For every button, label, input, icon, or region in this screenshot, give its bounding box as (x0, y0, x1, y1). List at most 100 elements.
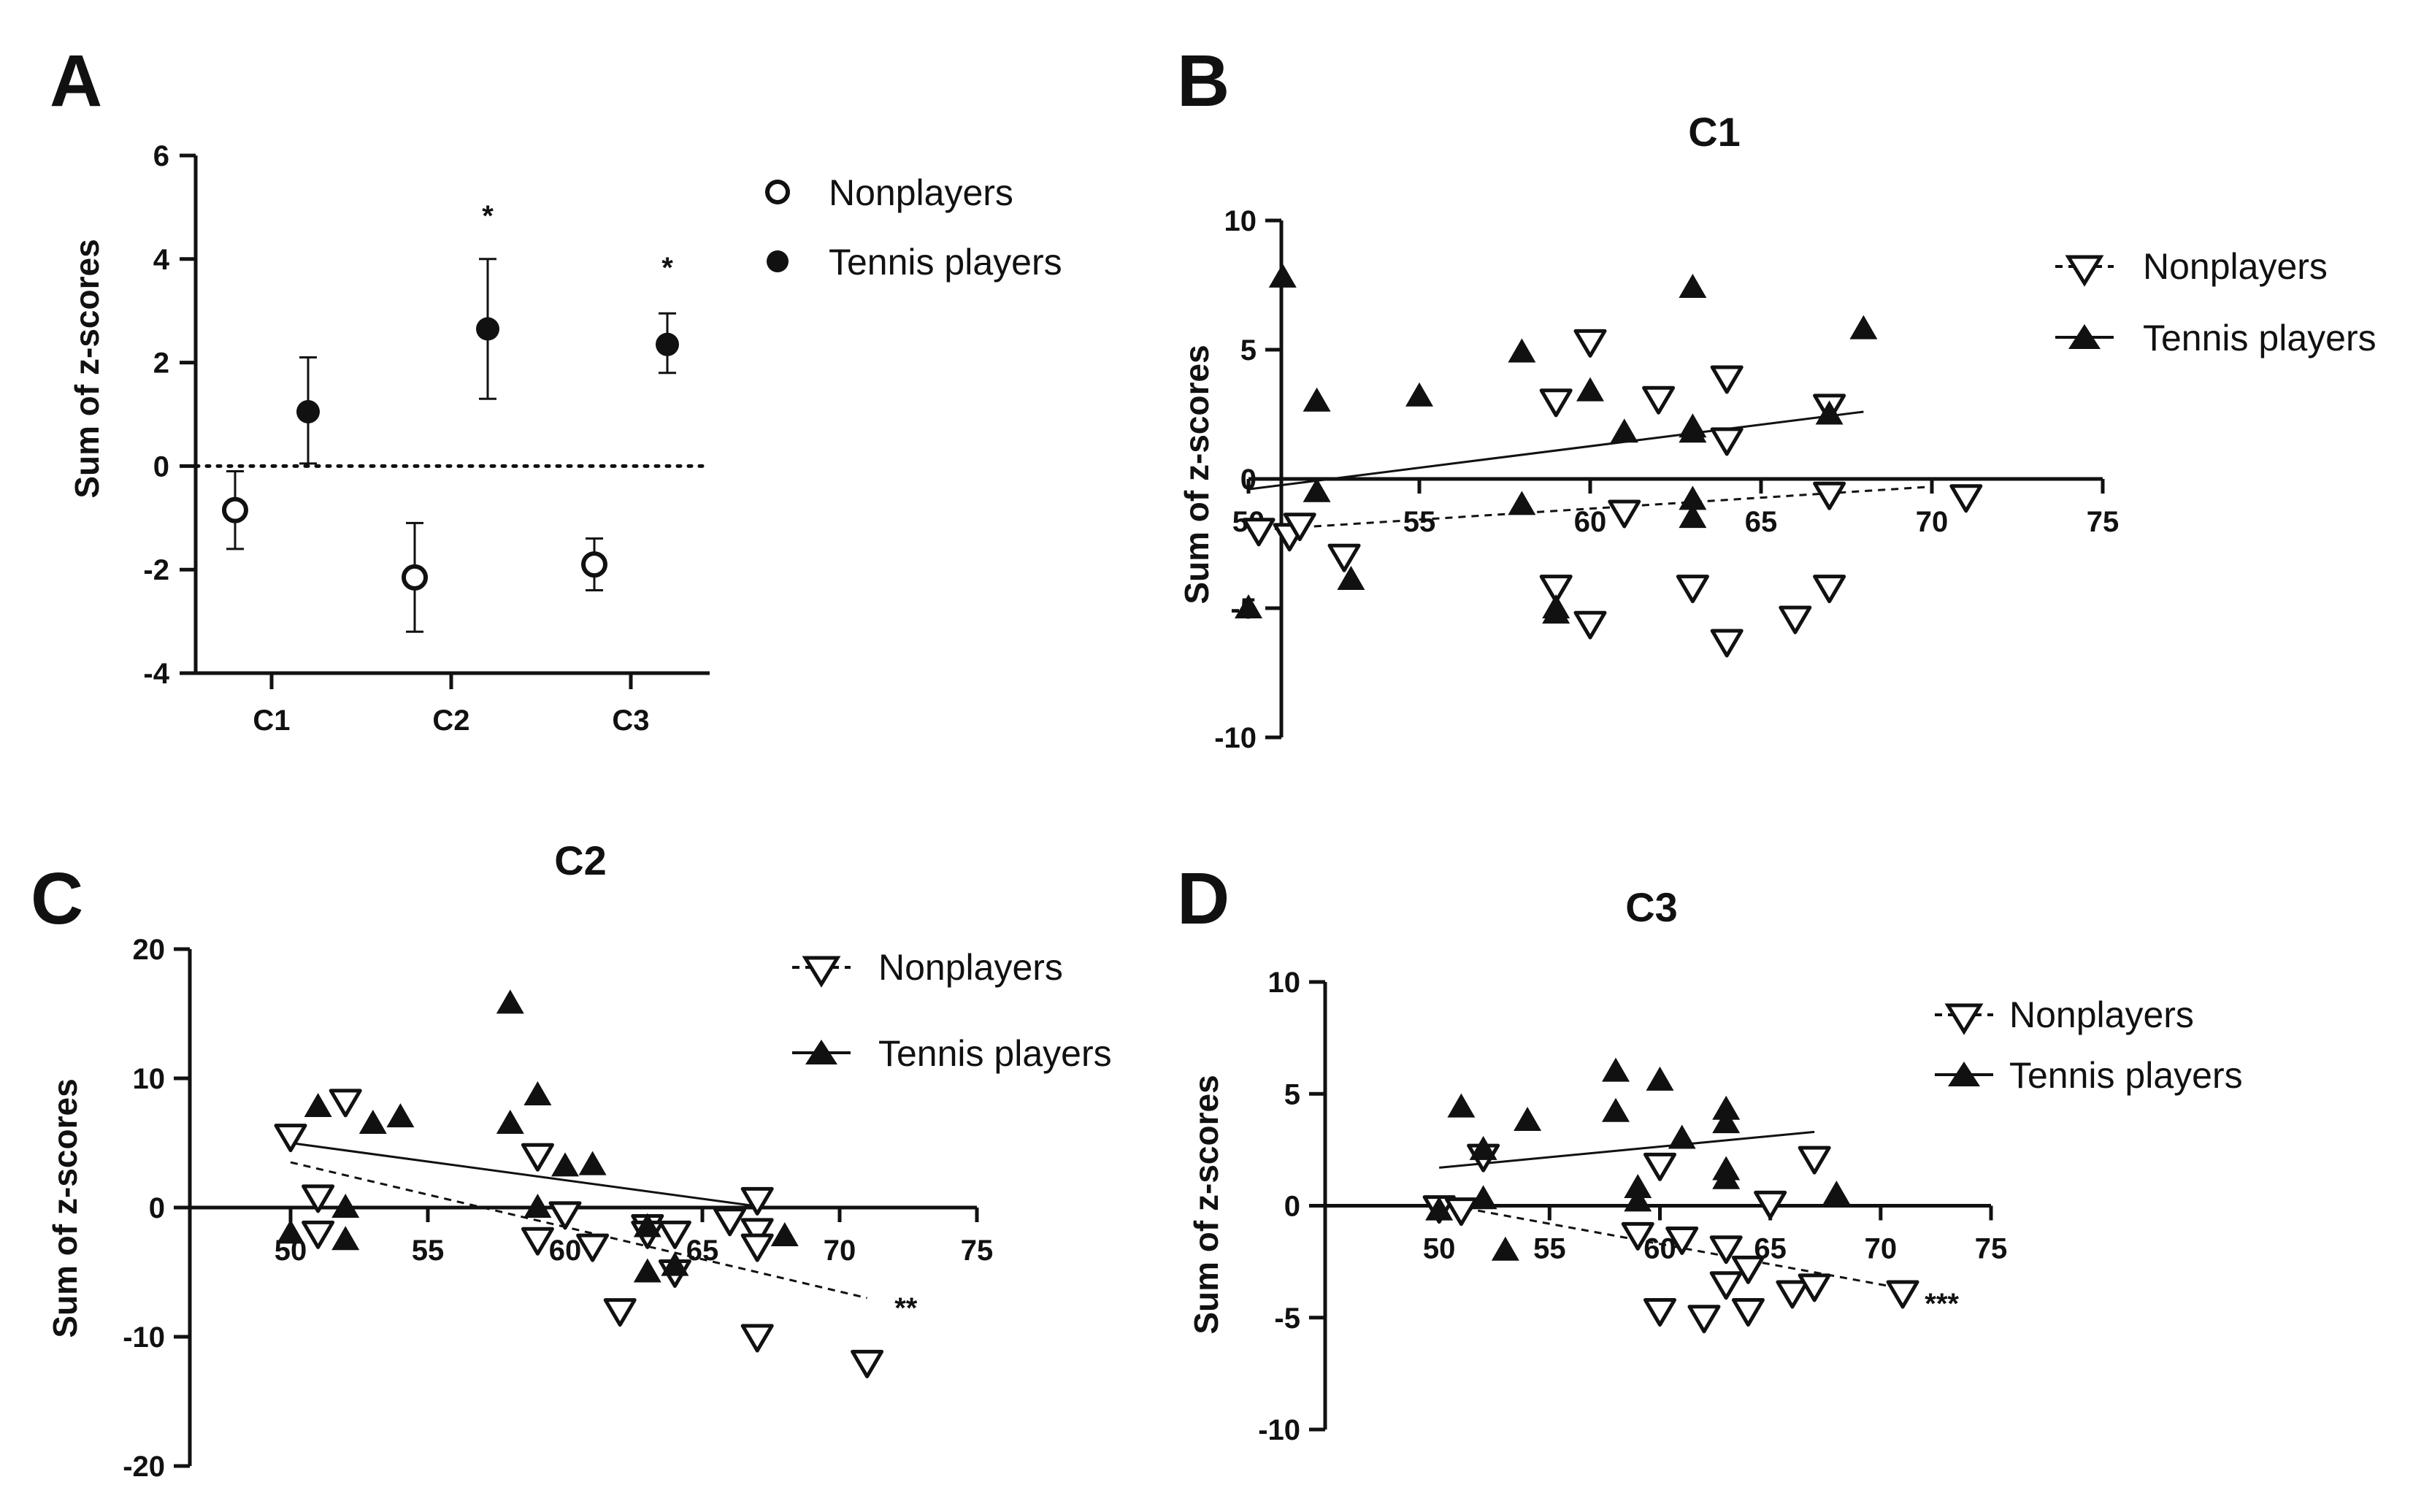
x-tick-label: 60 (1643, 1233, 1676, 1265)
panel-a-letter: A (50, 40, 102, 122)
panel-c-ylabel: Sum of z-scores (46, 1078, 84, 1338)
data-point-tennis (1425, 1196, 1454, 1221)
data-point-nonplayers (302, 1184, 335, 1213)
data-point-tennis (1624, 1187, 1652, 1212)
data-point-tennis (1447, 1093, 1476, 1118)
data-point-nonplayers (851, 1349, 884, 1378)
x-tick-label: 50 (1423, 1233, 1456, 1265)
x-tick-label: 75 (961, 1235, 994, 1267)
legend-open-triangle-icon (1944, 1003, 1984, 1035)
data-point-nonplayers (1573, 329, 1607, 358)
data-point-nonplayers (274, 1124, 307, 1153)
data-point-nonplayers (1642, 385, 1676, 415)
data-point-tennis (1303, 387, 1331, 412)
data-point-tennis (1679, 486, 1707, 510)
data-point-tennis (1679, 418, 1707, 443)
data-point-tennis (551, 1152, 579, 1177)
regression-line-tennis (290, 1142, 758, 1208)
legend-filled-circle-icon (767, 250, 789, 272)
panel-b-letter: B (1177, 40, 1230, 122)
data-point-nonplayers (1608, 499, 1641, 529)
panel-c-title: C2 (554, 837, 607, 883)
regression-line-tennis (1248, 410, 1864, 491)
data-point-tennis (1668, 1124, 1696, 1149)
mean-point-nonplayers (402, 564, 428, 591)
significance-star: * (482, 200, 494, 232)
panel-d-legend-tennis: Tennis players (2009, 1055, 2243, 1096)
y-tick-label: 10 (133, 1063, 166, 1095)
data-point-tennis (496, 989, 524, 1014)
data-point-nonplayers (1731, 1298, 1765, 1327)
data-point-nonplayers (1242, 518, 1276, 547)
data-point-tennis (1268, 263, 1297, 288)
data-point-tennis (1514, 1107, 1542, 1132)
y-tick-label: 10 (1268, 967, 1301, 999)
data-point-nonplayers (1539, 388, 1573, 418)
panel-c-letter: C (31, 858, 83, 940)
x-tick-label: 55 (412, 1235, 445, 1267)
data-point-nonplayers (521, 1227, 554, 1256)
y-tick-label: -10 (1258, 1414, 1300, 1446)
data-point-nonplayers (1949, 484, 1983, 513)
data-point-tennis (1822, 1181, 1851, 1205)
legend-filled-triangle-icon (805, 1040, 837, 1064)
data-point-tennis (1508, 338, 1536, 363)
data-point-tennis (1712, 1095, 1741, 1120)
y-tick-label: 6 (153, 140, 169, 172)
data-point-nonplayers (1444, 1197, 1478, 1227)
legend-filled-triangle-icon (1948, 1062, 1980, 1086)
data-point-tennis (578, 1151, 607, 1175)
data-point-nonplayers (1709, 1271, 1743, 1300)
panel-a-ylabel: Sum of z-scores (68, 239, 106, 498)
y-tick-label: 0 (1284, 1191, 1300, 1223)
data-point-nonplayers (1798, 1273, 1831, 1302)
panel-a: A Sum of z-scores 6 4 2 0 -2 -4 C1 C2 C3 * * Nonpl… (50, 40, 1062, 737)
panel-d-letter: D (1177, 858, 1230, 940)
mean-point-tennis (656, 332, 679, 356)
mean-point-tennis (296, 399, 320, 423)
data-point-tennis (1602, 1097, 1630, 1122)
panel-c-legend-nonplayers: Nonplayers (878, 947, 1063, 988)
data-point-nonplayers (521, 1143, 554, 1172)
regression-line-nonplayers (290, 1161, 867, 1300)
data-point-nonplayers (576, 1233, 610, 1262)
y-tick-label: 5 (1284, 1078, 1300, 1110)
x-tick-label: 75 (1975, 1233, 2008, 1265)
data-point-nonplayers (1731, 1255, 1765, 1284)
data-point-tennis (1405, 382, 1433, 407)
y-tick-label: 0 (153, 450, 169, 483)
panel-d-ylabel: Sum of z-scores (1187, 1075, 1225, 1334)
panel-b-legend: Nonplayers Tennis players (2055, 246, 2377, 358)
panel-b-legend-nonplayers: Nonplayers (2143, 246, 2328, 287)
data-point-tennis (277, 1219, 304, 1244)
y-tick-label: 10 (1224, 205, 1257, 237)
regression-line-tennis (1439, 1130, 1815, 1169)
data-point-nonplayers (1283, 513, 1316, 542)
panel-a-legend-tennis: Tennis players (829, 242, 1062, 283)
data-point-tennis (1815, 400, 1844, 425)
y-tick-label: -10 (1214, 722, 1257, 754)
data-point-nonplayers (1776, 1280, 1809, 1309)
y-tick-label: -2 (143, 554, 169, 586)
data-point-tennis (1576, 377, 1604, 402)
x-tick-label: 55 (1533, 1233, 1566, 1265)
x-tick-label: C2 (432, 705, 469, 737)
y-tick-label: -20 (123, 1451, 165, 1483)
legend-open-circle-icon (765, 180, 790, 204)
data-point-tennis (1235, 594, 1262, 618)
data-point-nonplayers (713, 1208, 747, 1237)
data-point-nonplayers (1813, 481, 1846, 510)
data-point-nonplayers (1573, 610, 1607, 640)
data-point-nonplayers (740, 1233, 774, 1262)
data-point-nonplayers (658, 1220, 691, 1249)
data-point-tennis (1542, 599, 1570, 624)
y-tick-label: 20 (133, 934, 166, 966)
data-point-nonplayers (1687, 1305, 1721, 1334)
mean-point-nonplayers (581, 551, 607, 578)
data-point-tennis (1624, 1173, 1652, 1198)
data-point-nonplayers (1754, 1190, 1787, 1219)
